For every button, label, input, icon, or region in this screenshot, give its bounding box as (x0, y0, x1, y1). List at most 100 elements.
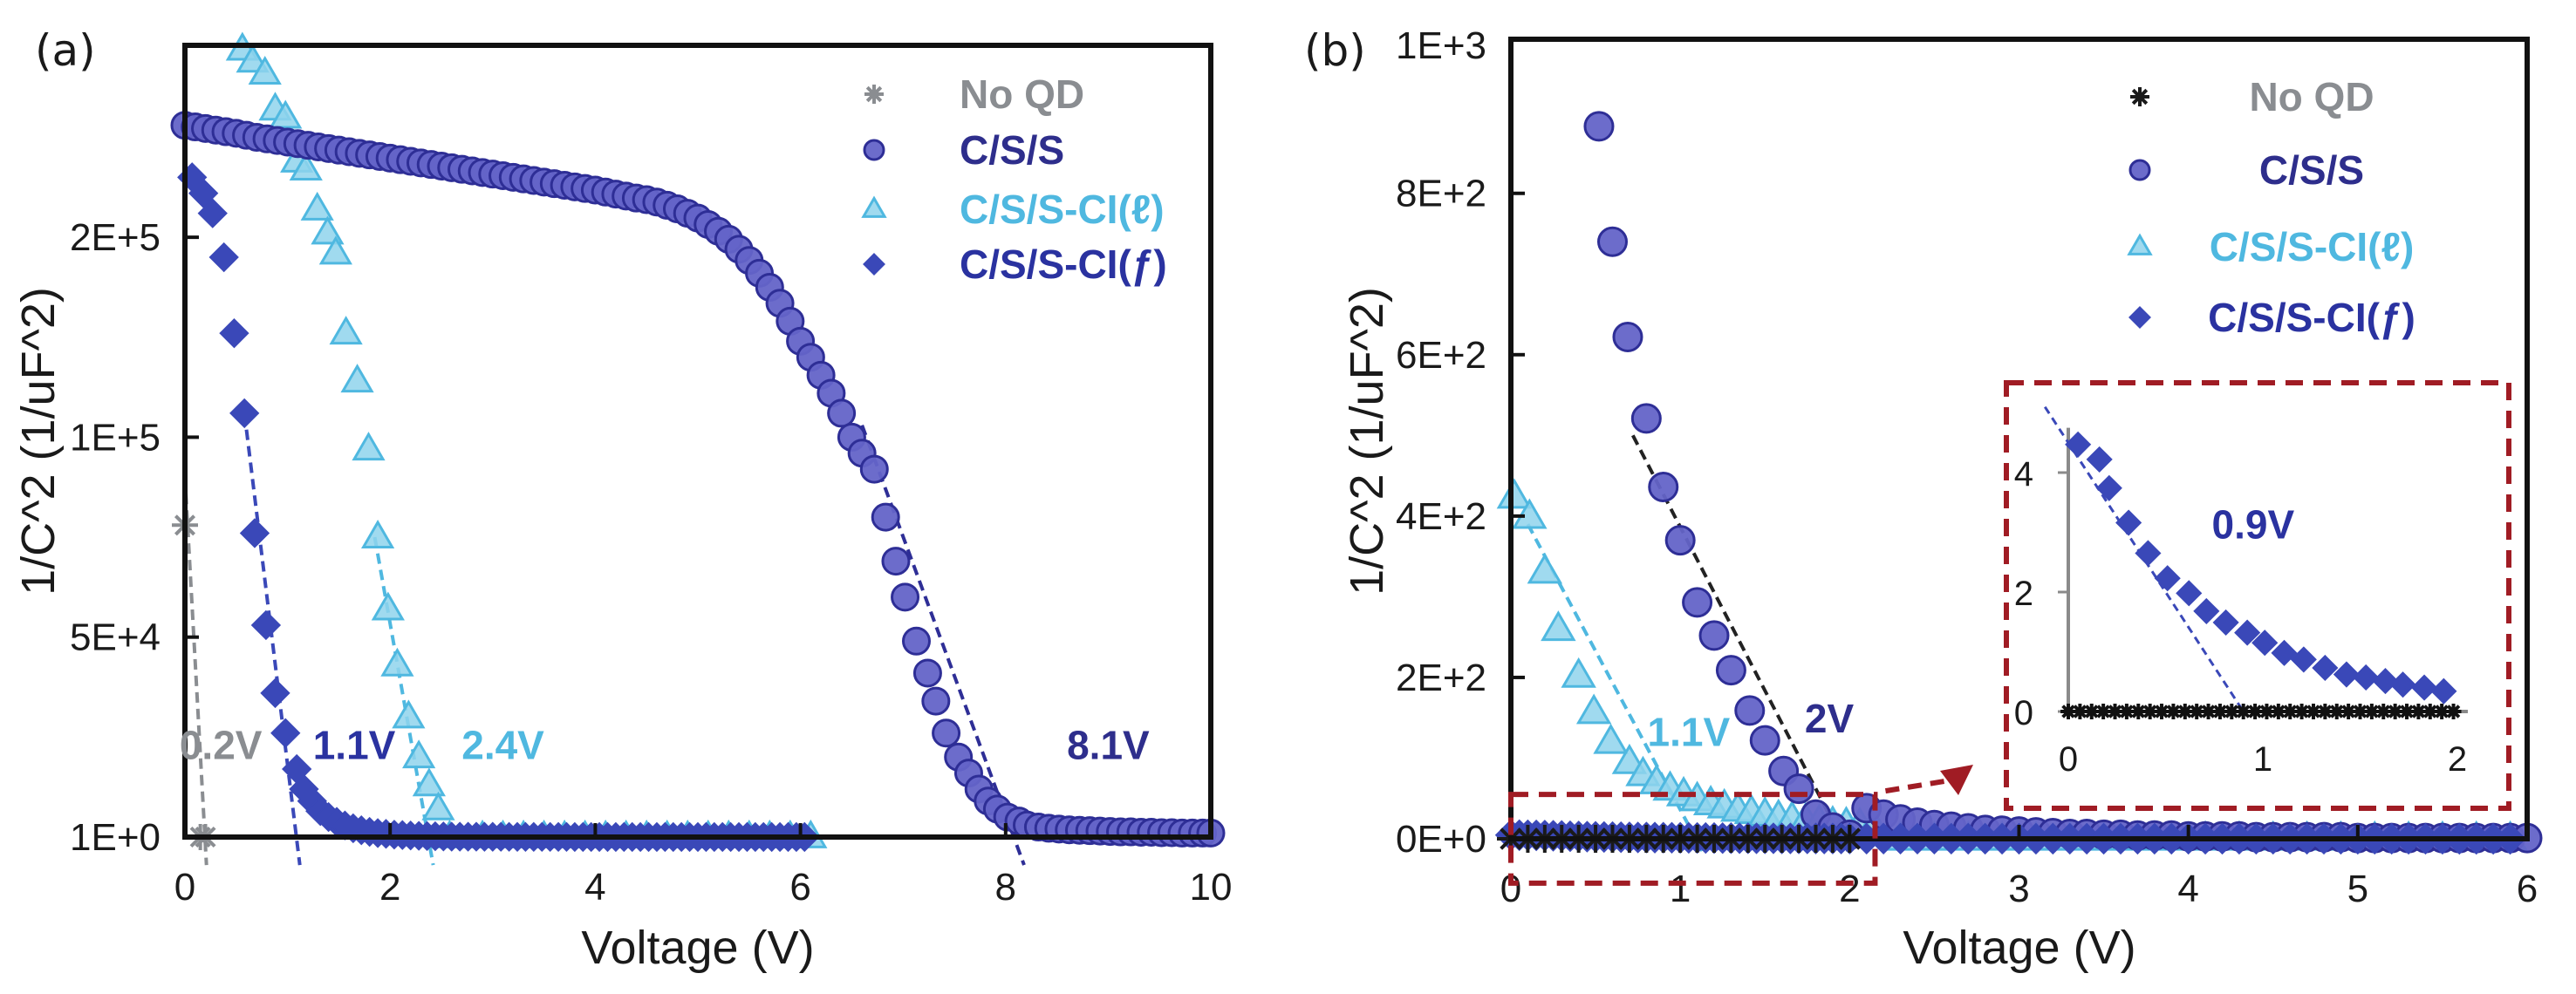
x-tick-label: 4 (2177, 868, 2198, 910)
y-tick-label: 2E+2 (1396, 657, 1486, 699)
data-point-cl_l (371, 591, 405, 621)
star-stroke (2341, 705, 2355, 718)
inset-data-point-cl_f (2271, 639, 2298, 666)
star-stroke (2306, 705, 2320, 718)
data-point-css (1715, 655, 1746, 686)
data-point-css (1682, 587, 1713, 618)
inset-data-point-noqd (2200, 704, 2217, 719)
inset-data-point-cl_f (2154, 565, 2181, 592)
legend-marker-circle-icon (863, 139, 885, 161)
legend-label: No QD (960, 71, 1084, 117)
data-point-cl_l (392, 699, 426, 729)
inset-data-point-cl_f (2372, 668, 2399, 695)
legend-label: C/S/S-CI(ƒ) (2208, 295, 2415, 340)
x-tick-label: 5 (2347, 868, 2368, 910)
panel-label-a: (a) (35, 25, 96, 76)
data-point-cl_l (318, 235, 352, 265)
star-stroke (2236, 705, 2251, 718)
data-point-cl_l (380, 647, 414, 677)
legend-item-cl_f: C/S/S-CI(ƒ) (2128, 295, 2415, 340)
star-stroke (2061, 705, 2075, 718)
data-point-cl_l (421, 791, 455, 820)
data-point-cl_l (352, 432, 386, 461)
inset-data-point-cl_f (2193, 597, 2220, 624)
star-stroke (2411, 705, 2426, 718)
data-point-cl_f (270, 718, 301, 748)
data-point-css (901, 626, 931, 656)
star-stroke (2178, 705, 2192, 718)
star-stroke (2108, 705, 2122, 718)
data-point-cl_l (1593, 723, 1629, 754)
legend-item-noqd: No QD (864, 71, 1084, 117)
y-tick-label: 2E+5 (70, 216, 161, 259)
inset-y-tick-label: 0 (2014, 694, 2033, 732)
plot-frame-a (182, 43, 1213, 840)
legend-label: C/S/S-CI(ℓ) (2210, 224, 2415, 269)
inset-data-point-noqd (2445, 704, 2462, 719)
zoom-region-box (1508, 792, 1878, 886)
y-ticks-b: 0E+0 2E+2 4E+2 6E+2 8E+2 1E+3 (1396, 24, 1525, 861)
inset-data-point-noqd (2410, 704, 2427, 719)
data-point-cl_l (1541, 610, 1576, 642)
data-point-css (859, 454, 889, 484)
legend-marker-triangle-icon (861, 195, 887, 218)
x-tick-label: 2 (379, 866, 400, 909)
data-point-css (1698, 620, 1730, 651)
fit-line-cl_l (372, 536, 435, 866)
inset-data-point-cl_f (2389, 671, 2416, 698)
data-point-cl_l (1527, 553, 1563, 584)
inset-data-point-cl_f (2430, 677, 2457, 705)
series-css (170, 111, 1226, 848)
star-stroke (865, 85, 883, 103)
inset-x-tick-label: 2 (2448, 740, 2467, 779)
panel-b: (b) 0 1 2 3 4 5 6 0E+0 2E+2 4E+2 6E+2 8E+2 1E+3 1.1… (1304, 24, 2543, 974)
panel-label-b: (b) (1304, 25, 1366, 76)
inset-data-point-cl_f (2095, 474, 2122, 501)
inset-data-point-cl_f (2333, 661, 2360, 688)
data-point-cl_l (311, 215, 345, 245)
data-point-css (1648, 472, 1679, 503)
star-stroke (2259, 705, 2274, 718)
data-point-cl_f (250, 609, 282, 641)
star-stroke (2423, 705, 2437, 718)
inset-data-point-noqd (2154, 704, 2170, 719)
star-stroke (2248, 705, 2262, 718)
data-point-cl_l (248, 56, 282, 85)
fit-line-cl_f (243, 412, 302, 866)
data-point-cl_l (329, 316, 363, 345)
inset-data-point-cl_f (2234, 619, 2261, 646)
data-point-cl_l (1512, 498, 1548, 529)
star-stroke (2142, 705, 2157, 718)
star-stroke (2084, 705, 2099, 718)
inset-data-point-cl_f (2086, 446, 2113, 473)
zoom-box (1508, 765, 1973, 886)
voltage-annotation: 0.2V (180, 723, 263, 768)
inset-data-point-cl_f (2212, 609, 2239, 636)
legend-marker-star-icon (864, 85, 884, 104)
inset-data-point-cl_f (2312, 654, 2339, 682)
data-point-cl_l (1561, 657, 1596, 688)
y-tick-label: 1E+5 (70, 416, 161, 459)
star-stroke (2166, 705, 2181, 718)
star-stroke (2435, 705, 2449, 718)
inset-x-tick-label: 0 (2059, 740, 2078, 779)
annotations-a: 0.2V 1.1V 2.4V 8.1V (180, 723, 1150, 768)
y-tick-label: 8E+2 (1396, 173, 1486, 215)
inset-data-point-noqd (2176, 704, 2193, 719)
legend-label: C/S/S-CI(ℓ) (960, 187, 1165, 232)
star-stroke (2120, 705, 2134, 718)
star-stroke (2446, 705, 2461, 718)
inset-data-point-noqd (2363, 704, 2380, 719)
star-stroke (2224, 705, 2239, 718)
inset-voltage-annotation: 0.9V (2212, 501, 2295, 547)
star-stroke (2096, 705, 2110, 718)
data-point-css (1597, 226, 1628, 257)
data-point-css (912, 658, 942, 688)
inset-series-noqd (2060, 704, 2462, 719)
star-stroke (2388, 705, 2402, 718)
data-point-cl_l (289, 152, 323, 181)
data-point-cl_l (269, 99, 303, 129)
legend-label: No QD (2249, 74, 2374, 119)
data-point-cl_l (412, 767, 446, 797)
inset-data-point-cl_f (2290, 646, 2317, 673)
